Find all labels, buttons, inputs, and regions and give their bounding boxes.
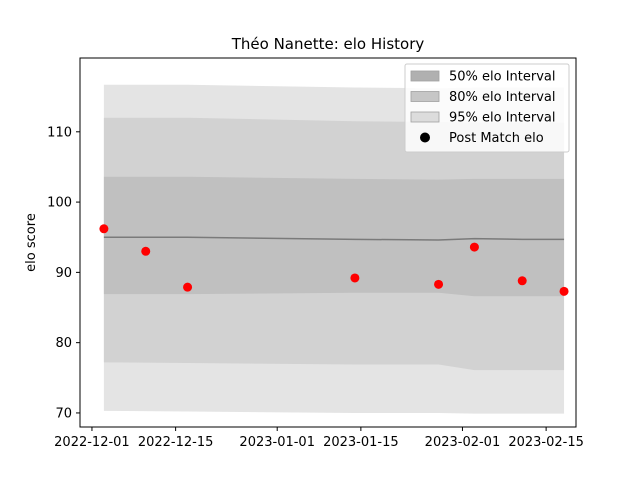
legend-marker	[420, 133, 430, 143]
legend-label: Post Match elo	[449, 131, 544, 146]
y-axis-title: elo score	[24, 213, 39, 272]
legend-swatch	[411, 112, 439, 122]
x-tick-label: 2022-12-15	[138, 435, 214, 450]
post-match-point	[560, 287, 569, 296]
x-tick-label: 2023-01-01	[239, 435, 315, 450]
chart-title: Théo Nanette: elo History	[231, 35, 425, 53]
y-tick-label: 110	[47, 125, 72, 140]
post-match-point	[518, 276, 527, 285]
x-tick-label: 2023-01-15	[323, 435, 399, 450]
y-tick-label: 70	[55, 406, 72, 421]
post-match-point	[350, 273, 359, 282]
legend-label: 50% elo Interval	[449, 70, 556, 85]
x-tick-label: 2022-12-01	[54, 435, 130, 450]
post-match-point	[99, 224, 108, 233]
y-tick-label: 80	[55, 336, 72, 351]
y-tick-label: 90	[55, 266, 72, 281]
post-match-point	[434, 280, 443, 289]
x-tick-label: 2023-02-01	[425, 435, 501, 450]
legend-swatch	[411, 71, 439, 81]
legend: 50% elo Interval 80% elo Interval 95% elo …	[405, 64, 569, 152]
legend-label: 95% elo Interval	[449, 111, 556, 126]
legend-swatch	[411, 92, 439, 102]
post-match-point	[141, 247, 150, 256]
post-match-point	[470, 243, 479, 252]
legend-label: 80% elo Interval	[449, 90, 556, 105]
post-match-point	[183, 283, 192, 292]
y-tick-label: 100	[47, 196, 72, 211]
x-tick-label: 2023-02-15	[508, 435, 584, 450]
